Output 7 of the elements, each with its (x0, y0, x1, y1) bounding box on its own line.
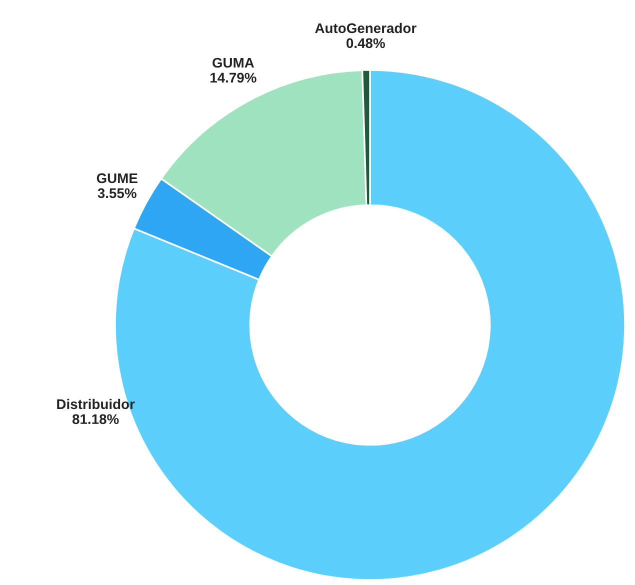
slice-label: GUME (96, 173, 138, 184)
slice-label: AutoGenerador (315, 22, 416, 34)
data-label: 14.79% (210, 72, 256, 83)
data-label: 3.55% (98, 188, 136, 198)
slice-label: GUMA (212, 58, 254, 68)
data-label: 81.18% (72, 414, 119, 424)
data-label: 0.48% (346, 38, 385, 48)
